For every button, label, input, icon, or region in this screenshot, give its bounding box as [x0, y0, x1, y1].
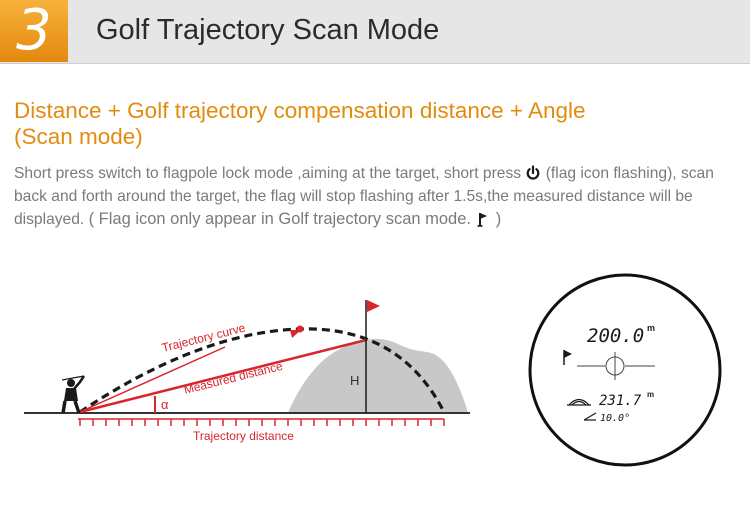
- pin-flag-icon: [365, 300, 380, 340]
- trajectory-diagram: α H Trajectory curve Measured distance T…: [24, 300, 470, 443]
- description-note-end: ): [495, 210, 502, 228]
- crosshair-icon: [577, 352, 655, 380]
- measured-distance-label: Measured distance: [182, 359, 284, 397]
- header-divider: [0, 63, 750, 64]
- subtitle-line-2: (Scan mode): [14, 124, 143, 149]
- description-part-1: Short press switch to flagpole lock mode…: [14, 165, 522, 182]
- scope-flag-icon: [563, 350, 572, 365]
- trajectory-distance-label: Trajectory distance: [193, 429, 294, 443]
- flag-icon: [477, 213, 488, 227]
- scope-angle: 10.0°: [600, 413, 630, 424]
- scope-secondary-unit: m: [647, 390, 654, 399]
- rangefinder-scope-view: 200.0 m 231.7 m 10.0°: [528, 273, 722, 467]
- scope-main-unit: m: [647, 323, 655, 333]
- alpha-label: α: [161, 397, 169, 412]
- description-part-2: (flag icon flashing), scan back and fort…: [14, 165, 714, 228]
- power-icon: [527, 165, 540, 180]
- description-note: ( Flag icon only appear in Golf trajecto…: [88, 210, 471, 228]
- height-label: H: [350, 373, 359, 388]
- scope-main-distance: 200.0: [587, 325, 644, 347]
- ruler-ticks: [79, 419, 445, 426]
- step-number: 3: [16, 0, 52, 63]
- description-paragraph: Short press switch to flagpole lock mode…: [14, 162, 739, 231]
- scope-secondary-distance: 231.7: [599, 393, 642, 409]
- scope-ring: [528, 273, 722, 467]
- angle-icon: [583, 412, 597, 421]
- trajectory-arrow: [81, 346, 226, 412]
- hill-shape: [288, 338, 468, 413]
- golfer-icon: [61, 375, 86, 414]
- step-number-badge: 3: [0, 0, 68, 62]
- apex-point: [296, 325, 304, 333]
- measured-distance-line: [79, 338, 367, 414]
- subtitle-line-1: Distance + Golf trajectory compensation …: [14, 98, 586, 123]
- header-bar: [0, 0, 750, 64]
- page-title: Golf Trajectory Scan Mode: [96, 14, 440, 46]
- slope-icon: [567, 398, 591, 406]
- section-subtitle: Distance + Golf trajectory compensation …: [14, 98, 734, 150]
